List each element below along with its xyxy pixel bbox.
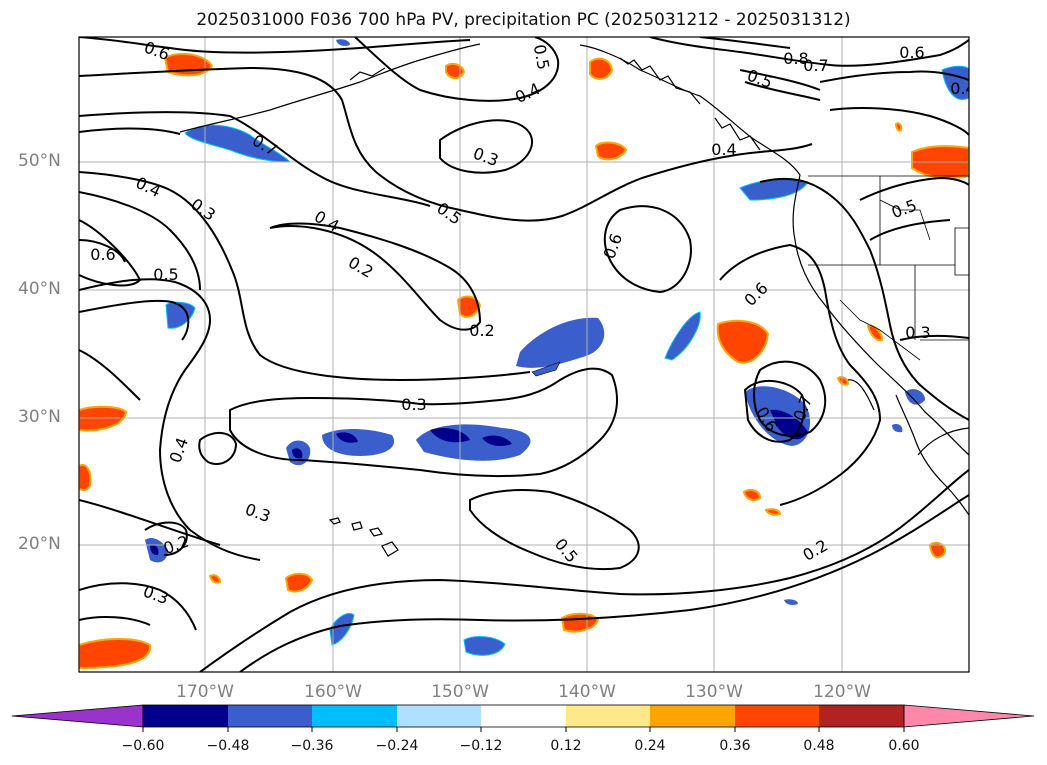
colorbar-bin bbox=[481, 705, 566, 727]
coastlines bbox=[179, 43, 969, 557]
colorbar-tick-label: 0.48 bbox=[803, 738, 835, 754]
lat-label-50n: 50°N bbox=[18, 151, 61, 171]
colorbar-bin bbox=[566, 705, 650, 727]
pv-label: 0.8 bbox=[783, 49, 808, 68]
colorbar-extend-high bbox=[903, 704, 1035, 728]
lon-label-160w: 160°W bbox=[304, 682, 362, 702]
colorbar-bin bbox=[397, 705, 481, 727]
lon-label-140w: 140°W bbox=[558, 682, 616, 702]
colorbar-tick-label: −0.24 bbox=[375, 738, 419, 754]
pv-label: 0.6 bbox=[90, 245, 115, 264]
pv-label: 0.3 bbox=[905, 323, 930, 342]
lat-label-40n: 40°N bbox=[18, 279, 61, 299]
pv-label: 0.5 bbox=[153, 265, 178, 284]
colorbar-tick-label: 0.24 bbox=[634, 738, 666, 754]
colorbar bbox=[11, 704, 1035, 732]
colorbar-bin bbox=[819, 705, 904, 727]
pv-label: 0.7 bbox=[803, 56, 828, 75]
lon-label-150w: 150°W bbox=[431, 682, 489, 702]
lon-label-120w: 120°W bbox=[813, 682, 871, 702]
pv-label: 0.6 bbox=[899, 43, 924, 62]
pv-label: 0.4 bbox=[950, 79, 975, 98]
map-frame bbox=[78, 36, 970, 673]
colorbar-bin bbox=[143, 705, 228, 727]
pv-label: 0.2 bbox=[469, 321, 494, 340]
colorbar-tick-label: −0.12 bbox=[459, 738, 503, 754]
colorbar-tick-label: 0.12 bbox=[550, 738, 582, 754]
colorbar-tick-label: −0.48 bbox=[206, 738, 250, 754]
colorbar-tick-label: 0.60 bbox=[888, 738, 920, 754]
lat-label-30n: 30°N bbox=[18, 407, 61, 427]
pv-label: 0.4 bbox=[711, 140, 736, 159]
lat-label-20n: 20°N bbox=[18, 534, 61, 554]
colorbar-bin bbox=[228, 705, 312, 727]
pv-label: 0.3 bbox=[401, 395, 426, 414]
pv-label: 0.5 bbox=[530, 43, 553, 71]
lon-label-170w: 170°W bbox=[176, 682, 234, 702]
colorbar-tick-label: 0.36 bbox=[719, 738, 751, 754]
colorbar-tick-label: −0.36 bbox=[290, 738, 334, 754]
colorbar-bin bbox=[312, 705, 397, 727]
lon-label-130w: 130°W bbox=[685, 682, 743, 702]
map-title: 2025031000 F036 700 hPa PV, precipitatio… bbox=[196, 10, 851, 30]
colorbar-bin bbox=[650, 705, 735, 727]
pv-contours bbox=[79, 37, 969, 672]
state-borders bbox=[808, 160, 969, 361]
colorbar-tick-label: −0.60 bbox=[121, 738, 165, 754]
graticule bbox=[79, 37, 969, 672]
colorbar-bin bbox=[735, 705, 819, 727]
colorbar-extend-low bbox=[11, 704, 144, 728]
